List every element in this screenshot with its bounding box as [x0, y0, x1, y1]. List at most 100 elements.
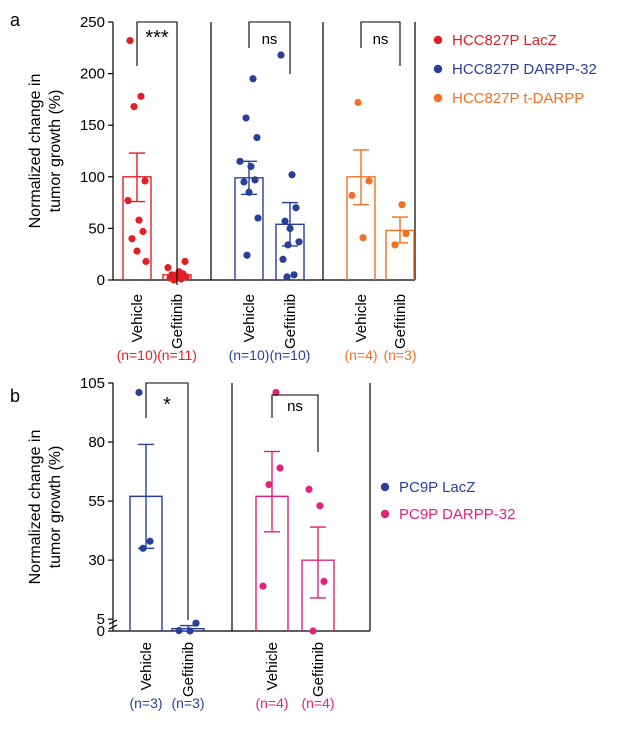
panel-a-group-1-bar-0-point-8	[254, 214, 262, 222]
panel-a-group-0-bar-1-point-1	[164, 264, 172, 272]
panel-a-group-2-bar-0-point-2	[348, 191, 356, 199]
panel-a-group-1-legend-marker	[433, 64, 443, 74]
panel-a-group-1-legend-label: HCC827P DARPP-32	[452, 61, 597, 78]
panel-a-group-2-legend-marker	[433, 93, 443, 103]
panel-a-group-2-bar-1-point-0	[398, 201, 406, 209]
panel-a-group-2-bar-1-point-1	[402, 229, 410, 238]
panel-a-group-1-bar-1-point-7	[279, 255, 287, 263]
panel-b-group-1-significance-label: ns	[287, 398, 303, 415]
panel-a-group-1-bar-0-point-3	[236, 157, 244, 165]
panel-a-group-1-bar-0-point-9	[243, 251, 251, 259]
panel-b-ylabel-line-1: Normalized change in	[27, 430, 44, 585]
panel-b-group-0-significance-label: *	[163, 394, 171, 416]
panel-a-group-1-bar-0-point-5	[251, 176, 259, 184]
panel-a-group-1-bar-0-point-1	[242, 114, 250, 122]
panel-a-group-0-bar-0-point-5	[135, 216, 143, 224]
panel-a-label: a	[10, 10, 21, 30]
panel-b-group-1-legend-label: PC9P DARPP-32	[399, 506, 515, 523]
panel-a-ytick-label-250: 250	[80, 14, 105, 31]
panel-a-group-0-bar-0-point-7	[128, 235, 136, 243]
panel-b-group-0-bar-1-n-label: (n=3)	[171, 695, 204, 711]
panel-b-group-1-bar-0-n-label: (n=4)	[255, 695, 288, 711]
panel-b-ytick-label-105: 105	[80, 375, 105, 392]
panel-a-group-2-bar-1-n-label: (n=3)	[383, 347, 416, 363]
panel-a-group-1-bar-0-point-0	[249, 75, 257, 83]
panel-a-ytick-label-150: 150	[80, 117, 105, 134]
panel-b-group-1-bar-1-point-2	[320, 577, 328, 586]
panel-a-group-0-bar-0-point-9	[142, 257, 150, 266]
panel-b-axis-break-1	[108, 619, 118, 625]
panel-b-ytick-label-0: 0	[97, 623, 105, 640]
panel-a-group-1-significance-bracket	[248, 21, 291, 74]
panel-a-group-2-bar-0-point-0	[354, 98, 362, 107]
panel-a-ylabel-line-1: Normalized change in	[27, 74, 44, 229]
panel-a-group-0-bar-1-category-label: Gefitinib	[169, 294, 186, 349]
panel-a-group-2-significance-label: ns	[373, 31, 389, 48]
panel-a-group-1-bar-1-n-label: (n=10)	[270, 347, 311, 363]
panel-b-ytick-label-80: 80	[88, 434, 105, 451]
panel-b-group-1-bar-0-point-3	[259, 582, 267, 590]
panel-b-ytick-label-55: 55	[88, 493, 105, 510]
panel-b-group-1-bar-0-point-2	[276, 464, 284, 472]
panel-a-group-2-bar-0-n-label: (n=4)	[344, 347, 377, 363]
panel-a-group-0-bar-1-n-label: (n=11)	[157, 347, 197, 363]
panel-b-group-1-legend-marker	[380, 509, 390, 519]
panel-a-group-0-bar-1-point-10	[170, 276, 178, 284]
panel-a-group-0-bar-0-point-1	[137, 92, 145, 100]
panel-a-group-1-bar-1-point-9	[283, 273, 291, 281]
panel-b-group-0-bar-0-point-1	[146, 537, 154, 545]
panel-a-group-1-bar-1-point-8	[290, 271, 298, 279]
panel-b-ylabel: Normalized change in tumor growth (%)	[27, 430, 64, 585]
panel-b-group-1-bar-1-point-1	[316, 502, 324, 510]
panel-a-group-0-legend-marker	[433, 35, 443, 45]
panel-a-group-1-bar-1-point-3	[281, 217, 289, 225]
panel-b-group-0-bar-1-category-label: Gefitinib	[180, 642, 197, 697]
panel-a-ytick-label-100: 100	[80, 169, 105, 186]
panel-a-group-0-significance-label: ***	[145, 27, 169, 49]
panel-a-group-0-bar-0-point-2	[130, 103, 138, 111]
panel-b-ylabel-line-2: tumor growth (%)	[47, 446, 64, 569]
panel-a-group-2-bar-0-point-1	[365, 177, 373, 185]
panel-a-group-1-bar-0-category-label: Vehicle	[241, 294, 258, 342]
panel-a-group-2-legend-label: HCC827P t-DARPP	[452, 90, 584, 107]
panel-a-group-1-bar-0-n-label: (n=10)	[229, 347, 270, 363]
panel-a-group-1-bar-1-point-4	[286, 224, 294, 232]
panel-a-group-0-significance-bracket	[136, 21, 178, 285]
panel-a-group-1-bar-1-point-5	[295, 238, 303, 246]
panel-a-group-0-bar-0-n-label: (n=10)	[117, 347, 158, 363]
panel-a-ytick-label-0: 0	[97, 272, 105, 289]
panel-a-group-0-bar-0-point-0	[126, 36, 134, 45]
panel-b-group-0-bar-0-point-2	[139, 544, 147, 552]
panel-b-group-0-legend-label: PC9P LacZ	[399, 479, 475, 496]
panel-b-group-0-legend-marker	[380, 482, 390, 492]
panel-a-ytick-label-200: 200	[80, 66, 105, 83]
panel-a-group-2-bar-1-category-label: Gefitinib	[392, 294, 409, 349]
panel-a-group-0-legend-label: HCC827P LacZ	[452, 32, 557, 49]
panel-b-group-1-bar-0-category-label: Vehicle	[264, 642, 281, 690]
panel-a-group-1-bar-0-point-2	[253, 133, 261, 142]
panel-a-group-1-bar-1-point-1	[288, 171, 296, 179]
panel-a-group-2-bar-0-category-label: Vehicle	[353, 294, 370, 342]
panel-b-group-0-significance-bracket	[145, 382, 189, 620]
panel-b-group-0-bar-1-point-1	[175, 626, 183, 635]
panel-a-group-1-bar-1-point-6	[284, 241, 292, 249]
panel-a-ylabel: Normalized change in tumor growth (%)	[27, 74, 64, 229]
panel-a-group-0-bar-0-point-6	[139, 227, 147, 236]
panel-a-group-1-bar-0-point-6	[240, 178, 248, 186]
panel-a-group-1-bar-0-point-4	[247, 162, 255, 171]
panel-b-group-0-bar-0-n-label: (n=3)	[129, 695, 162, 711]
panel-a-group-1-bar-1-category-label: Gefitinib	[282, 294, 299, 349]
panel-b-group-1-bar-1-point-3	[309, 627, 317, 635]
panel-a-group-0-bar-0-point-4	[124, 196, 132, 205]
panel-a-ytick-label-50: 50	[88, 220, 105, 237]
panel-b-group-1-bar-1-n-label: (n=4)	[301, 695, 334, 711]
panel-b-label: b	[10, 386, 20, 406]
panel-a-ylabel-line-2: tumor growth (%)	[47, 90, 64, 213]
panel-a-group-0-bar-1-point-0	[181, 257, 189, 266]
panel-b-ytick-label-30: 30	[88, 552, 105, 569]
panel-a-group-1-bar-1-point-2	[292, 204, 300, 212]
panel-a-group-0-bar-1-point-9	[177, 275, 185, 283]
panel-b-group-0-bar-0-point-0	[135, 388, 143, 397]
panel-a-group-1-bar-0-point-7	[245, 188, 253, 196]
